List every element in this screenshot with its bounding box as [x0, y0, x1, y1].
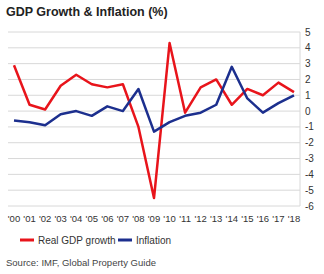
- x-tick-label: '11: [179, 213, 191, 224]
- y-tick-label: 4: [305, 42, 311, 53]
- source: Source: IMF, Global Property Guide: [6, 257, 156, 268]
- title: GDP Growth & Inflation (%): [6, 5, 168, 19]
- x-tick-label: '08: [132, 213, 144, 224]
- x-tick-label: '05: [86, 213, 98, 224]
- y-tick-label: 2: [305, 74, 311, 85]
- grid-line: [8, 206, 300, 207]
- series-line: [14, 67, 294, 132]
- grid-line: [8, 79, 300, 80]
- y-tick-label: 1: [305, 90, 311, 101]
- legend-swatch: [118, 239, 132, 242]
- y-axis-line: [300, 32, 301, 206]
- x-tick-label: '02: [39, 213, 51, 224]
- y-tick-label: 0: [305, 106, 311, 117]
- x-tick-label: '18: [288, 213, 300, 224]
- grid-line: [8, 47, 300, 48]
- y-tick-label: 3: [305, 58, 311, 69]
- legend-swatch: [20, 239, 34, 242]
- grid-line: [8, 95, 300, 96]
- x-tick-label: '13: [210, 213, 222, 224]
- grid-line: [8, 111, 300, 112]
- y-tick-label: -6: [305, 201, 314, 212]
- chart: GDP Growth & Inflation (%) 5 4 3 2 1 0 -1 -2 -3 -4…: [0, 0, 324, 274]
- x-tick-label: '03: [54, 213, 66, 224]
- legend-label: Inflation: [136, 235, 171, 246]
- y-tick-label: -3: [305, 153, 314, 164]
- grid-line: [8, 174, 300, 175]
- y-tick-label: -5: [305, 185, 314, 196]
- grid-line: [8, 142, 300, 143]
- x-tick-label: '14: [226, 213, 238, 224]
- y-tick-label: -4: [305, 169, 314, 180]
- x-tick-label: '17: [272, 213, 284, 224]
- x-tick-label: '09: [148, 213, 160, 224]
- x-tick-label: '10: [163, 213, 175, 224]
- x-tick-label: '07: [117, 213, 129, 224]
- x-tick-label: '00: [8, 213, 20, 224]
- x-tick-label: '06: [101, 213, 113, 224]
- x-tick-label: '12: [194, 213, 206, 224]
- y-tick-label: 5: [305, 27, 311, 38]
- x-tick-label: '01: [23, 213, 35, 224]
- y-tick-label: -2: [305, 137, 314, 148]
- grid-line: [8, 32, 300, 33]
- series-line: [14, 43, 294, 198]
- grid-line: [8, 126, 300, 127]
- y-tick-label: -1: [305, 121, 314, 132]
- x-tick-label: '04: [70, 213, 82, 224]
- x-tick-label: '15: [241, 213, 253, 224]
- grid-line: [8, 63, 300, 64]
- plot-lines: [14, 43, 294, 198]
- legend-label: Real GDP growth: [38, 235, 116, 246]
- x-tick-label: '16: [257, 213, 269, 224]
- grid-line: [8, 158, 300, 159]
